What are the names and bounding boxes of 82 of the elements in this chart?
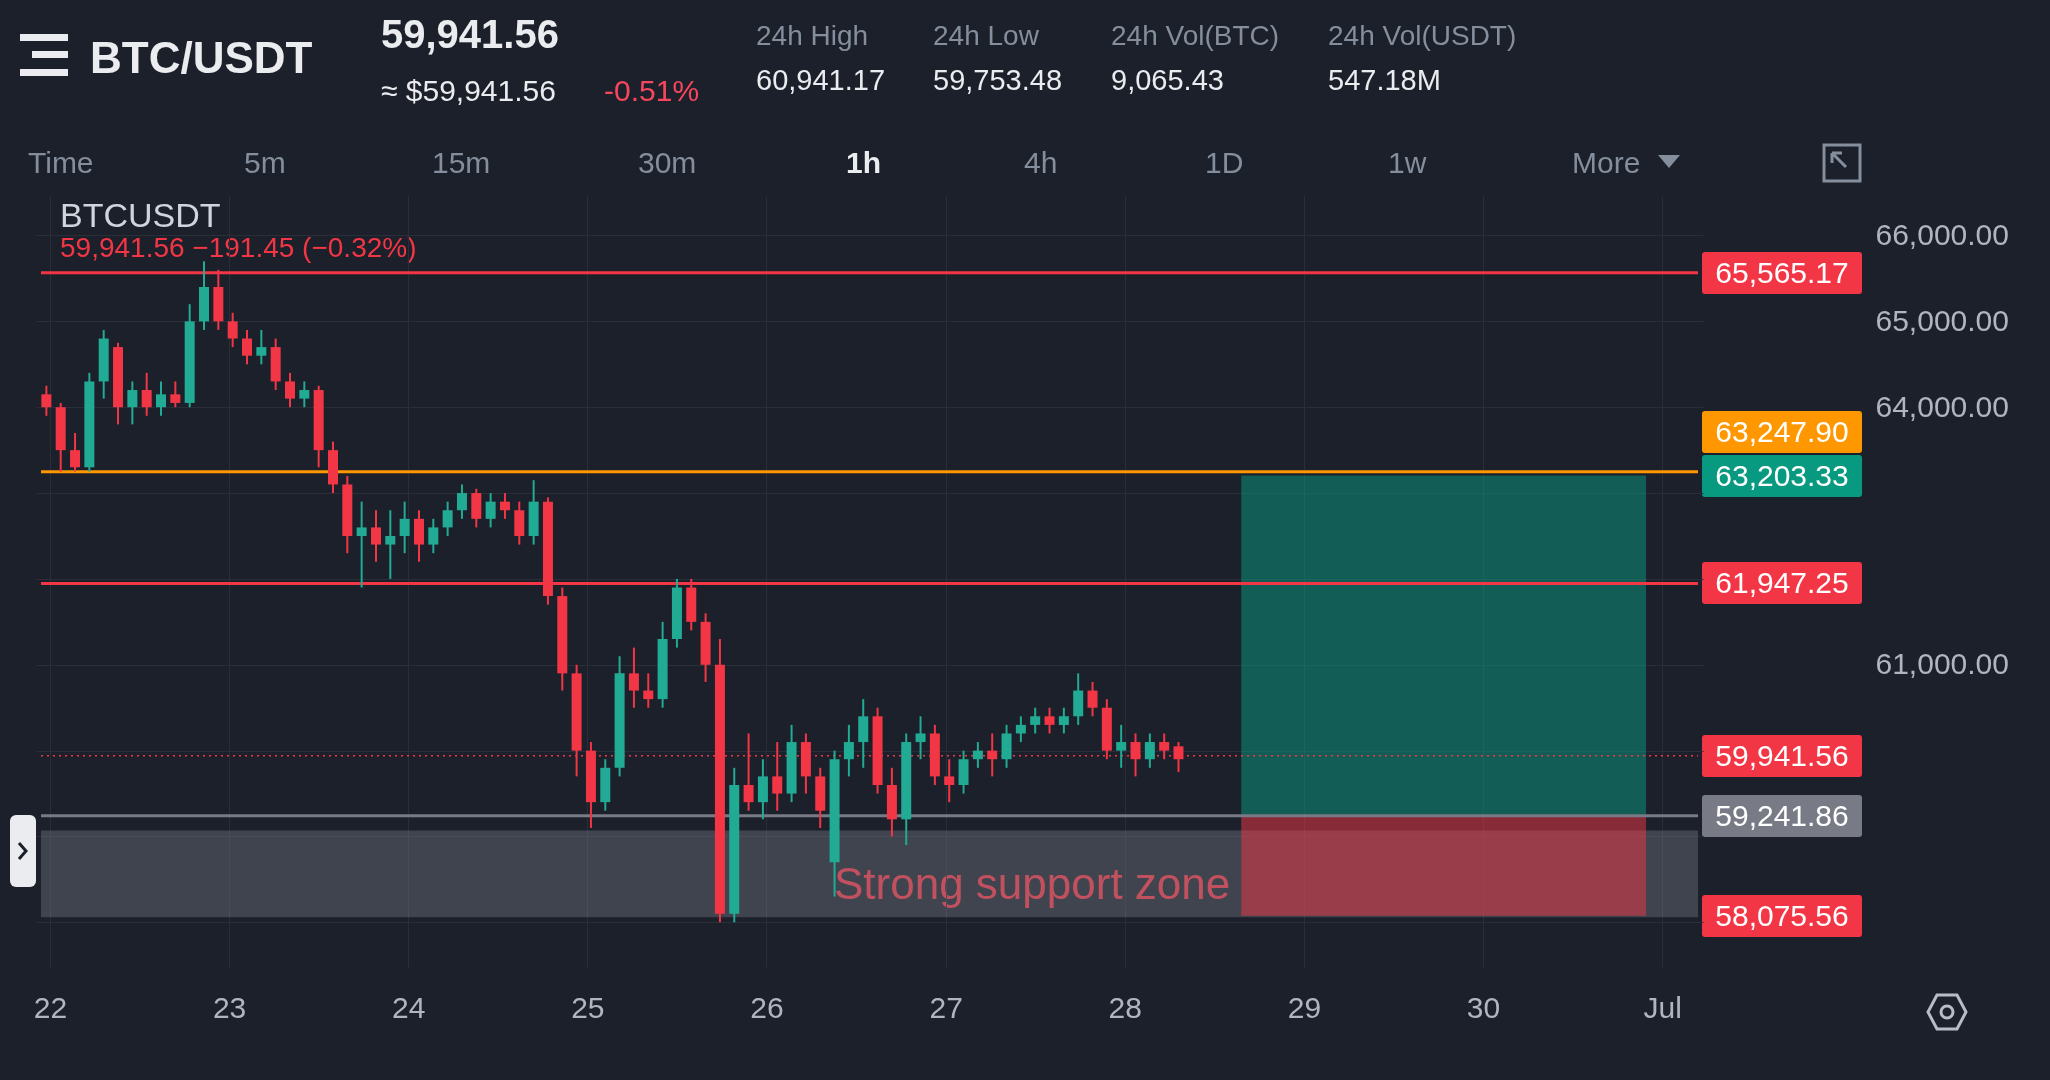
- candlestick: [242, 328, 253, 366]
- candlestick: [915, 715, 926, 761]
- ref-line-label: 65,565.17: [1702, 251, 1862, 294]
- candlestick: [1144, 732, 1155, 769]
- candlestick: [1015, 715, 1026, 744]
- annotation: Strong support zone: [834, 859, 1231, 908]
- candlestick: [127, 380, 138, 426]
- x-tick-label: 25: [571, 990, 605, 1024]
- candlestick: [156, 380, 167, 417]
- band-label: 58,075.56: [1702, 894, 1862, 937]
- text: Time: [28, 146, 94, 179]
- y-tick-label: 65,000.00: [1875, 303, 2009, 337]
- x-tick-label: 24: [392, 990, 426, 1024]
- text: 24h Low: [933, 20, 1039, 51]
- candlestick: [399, 500, 410, 555]
- candlestick: [643, 672, 654, 709]
- text: 1h: [846, 146, 882, 179]
- candlestick: [456, 483, 467, 520]
- text: More: [1572, 146, 1641, 179]
- candlestick: [499, 492, 510, 520]
- annotation: BTCUSDT: [60, 196, 221, 234]
- candlestick: [1044, 706, 1055, 735]
- ref-line-label: 59,241.86: [1702, 794, 1862, 837]
- x-tick-label: 29: [1287, 990, 1322, 1024]
- candlestick: [299, 380, 310, 409]
- candlestick: [485, 492, 496, 529]
- candlestick: [1087, 680, 1098, 718]
- candlestick: [41, 384, 52, 417]
- annotation: 59,941.56 −191.45 (−0.32%): [60, 232, 417, 263]
- text: 1w: [1388, 146, 1427, 179]
- x-tick-label: Jul: [1643, 990, 1682, 1024]
- x-tick-label: 22: [33, 990, 68, 1024]
- candlestick: [170, 380, 181, 409]
- chart-title: BTC/USDT: [90, 33, 313, 82]
- candlestick: [70, 431, 81, 473]
- text: 9,065.43: [1111, 64, 1224, 96]
- y-tick-label: 64,000.00: [1875, 389, 2009, 423]
- candlestick: [428, 517, 439, 555]
- text: 4h: [1024, 146, 1058, 179]
- candlestick: [370, 509, 381, 563]
- candlestick: [1116, 723, 1127, 769]
- candlestick: [141, 371, 152, 417]
- text: 24h High: [756, 20, 869, 51]
- text: -0.51%: [604, 74, 700, 107]
- y-tick-label: 66,000.00: [1875, 217, 2009, 251]
- candlestick: [944, 758, 955, 804]
- candlestick: [987, 732, 998, 778]
- text: 1D: [1205, 146, 1244, 179]
- candlestick: [256, 328, 267, 366]
- candlestick: [356, 500, 367, 589]
- candlestick: [1159, 732, 1170, 761]
- text: 59,753.48: [933, 64, 1063, 96]
- candlestick: [285, 371, 295, 409]
- candlestick: [843, 723, 854, 778]
- x-tick-label: 27: [929, 990, 963, 1024]
- candlestick: [972, 741, 983, 769]
- candlestick: [442, 500, 453, 537]
- ref-line-label: 59,941.56: [1702, 734, 1862, 777]
- candlestick: [628, 646, 639, 709]
- candlestick: [385, 509, 396, 580]
- candlestick: [1058, 706, 1069, 735]
- ref-line-label: 63,247.90: [1702, 410, 1862, 453]
- ref-line-label: 61,947.25: [1702, 562, 1862, 605]
- text: ≈ $59,941.56: [381, 74, 556, 107]
- y-tick-label: 61,000.00: [1875, 647, 2009, 681]
- candlestick: [1030, 706, 1041, 735]
- candlestick: [1173, 741, 1184, 774]
- text: 24h Vol(BTC): [1111, 20, 1280, 51]
- text: 59,941.56: [381, 12, 559, 56]
- text: 60,941.17: [756, 64, 886, 96]
- x-tick-label: 30: [1466, 990, 1501, 1024]
- text: 547.18M: [1328, 64, 1441, 96]
- text: 24h Vol(USDT): [1328, 20, 1517, 51]
- x-tick-label: 26: [750, 990, 784, 1024]
- x-tick-label: 28: [1108, 990, 1142, 1024]
- candlestick: [227, 311, 238, 349]
- text: 5m: [244, 146, 286, 179]
- x-tick-label: 23: [212, 990, 247, 1024]
- text: 30m: [638, 146, 697, 179]
- band-label: 63,203.33: [1702, 454, 1862, 497]
- text: 15m: [432, 146, 491, 179]
- candlestick: [1130, 732, 1141, 778]
